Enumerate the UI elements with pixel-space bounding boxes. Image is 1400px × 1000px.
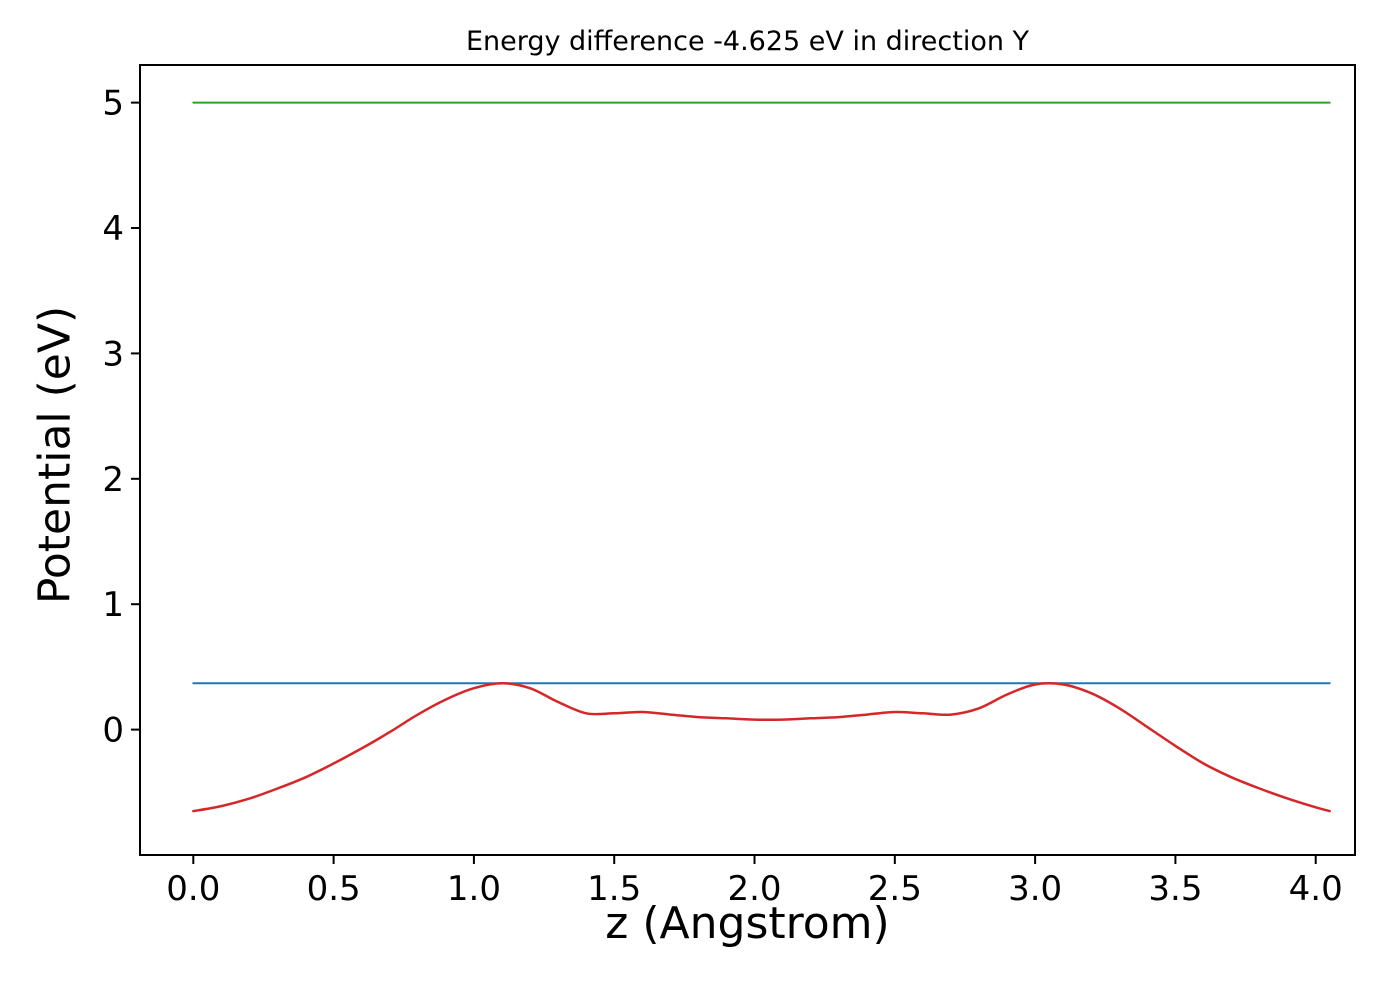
x-tick-label: 2.0: [727, 869, 781, 909]
x-tick-label: 1.0: [447, 869, 501, 909]
axes-frame: [139, 64, 1356, 856]
chart-title: Energy difference -4.625 eV in direction…: [465, 26, 1030, 57]
potential-curve: [192, 681, 1331, 813]
x-tick-label: 3.0: [1008, 869, 1062, 909]
y-tick-label: 3: [102, 334, 124, 374]
y-tick-label: 4: [102, 209, 124, 249]
y-tick-label: 2: [102, 460, 124, 500]
x-tick-label: 3.5: [1148, 869, 1202, 909]
y-tick-label: 0: [102, 711, 124, 751]
y-tick-label: 5: [102, 84, 124, 124]
x-tick-label: 1.5: [587, 869, 641, 909]
x-tick-label: 4.0: [1289, 869, 1343, 909]
y-tick-label: 1: [102, 585, 124, 625]
x-tick-label: 0.5: [307, 869, 361, 909]
x-tick-label: 2.5: [868, 869, 922, 909]
x-tick-label: 0.0: [166, 869, 220, 909]
x-axis-label: z (Angstrom): [605, 898, 890, 949]
